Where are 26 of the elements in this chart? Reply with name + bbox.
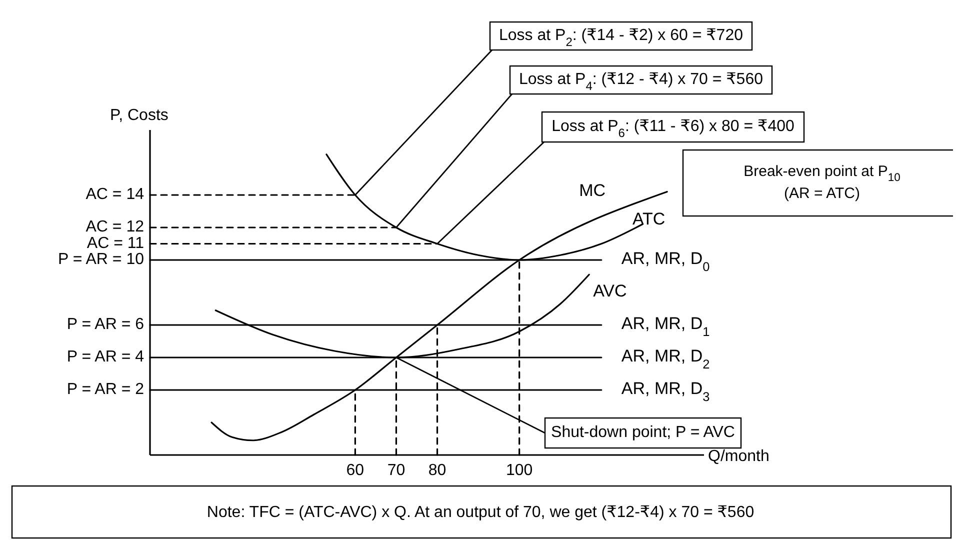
x-tick-label: 70 bbox=[387, 462, 406, 480]
series-label: AR, MR, D$_{1}$ bbox=[621, 314, 710, 339]
annotation: Loss at P$_{6}$: (₹11 - ₹6) x 80 = ₹400 bbox=[552, 118, 795, 140]
y-tick-label: AC = 11 bbox=[86, 234, 144, 252]
y-tick-label: AC = 14 bbox=[86, 186, 144, 204]
series-label: AR, MR, D$_{3}$ bbox=[621, 379, 710, 404]
series-label: MC bbox=[579, 181, 606, 200]
x-tick-label: 100 bbox=[506, 462, 533, 480]
x-tick-label: 80 bbox=[428, 462, 446, 480]
x-axis-title: Q/month bbox=[708, 448, 770, 466]
annotation: Shut-down point; P = AVC bbox=[551, 424, 735, 442]
annotation: Loss at P$_{4}$: (₹12 - ₹4) x 70 = ₹560 bbox=[518, 71, 764, 94]
x-tick-label: 60 bbox=[346, 462, 364, 480]
series-label: AVC bbox=[593, 282, 627, 302]
text: Break-even point at P$_{10}$ (AR = ATC) bbox=[744, 162, 900, 202]
text: Note: TFC = (ATC-AVC) x Q. At an output of 70, we get (₹12-₹4) x 70 = ₹560 bbox=[206, 504, 754, 522]
y-tick-label: P = AR = 10 bbox=[58, 251, 144, 268]
series-label: AR, MR, D$_{0}$ bbox=[621, 249, 710, 274]
y-tick-label: P = AR = 4 bbox=[66, 348, 144, 366]
y-tick-label: P = AR = 6 bbox=[66, 316, 144, 334]
y-axis-title: P, Costs bbox=[110, 107, 168, 124]
y-tick-label: P = AR = 2 bbox=[66, 381, 144, 398]
series-label: ATC bbox=[632, 210, 666, 229]
annotation: Loss at P$_{2}$: (₹14 - ₹2) x 60 = ₹720 bbox=[498, 27, 744, 50]
y-tick-label: AC = 12 bbox=[86, 218, 144, 236]
series-label: AR, MR, D$_{2}$ bbox=[621, 346, 710, 372]
